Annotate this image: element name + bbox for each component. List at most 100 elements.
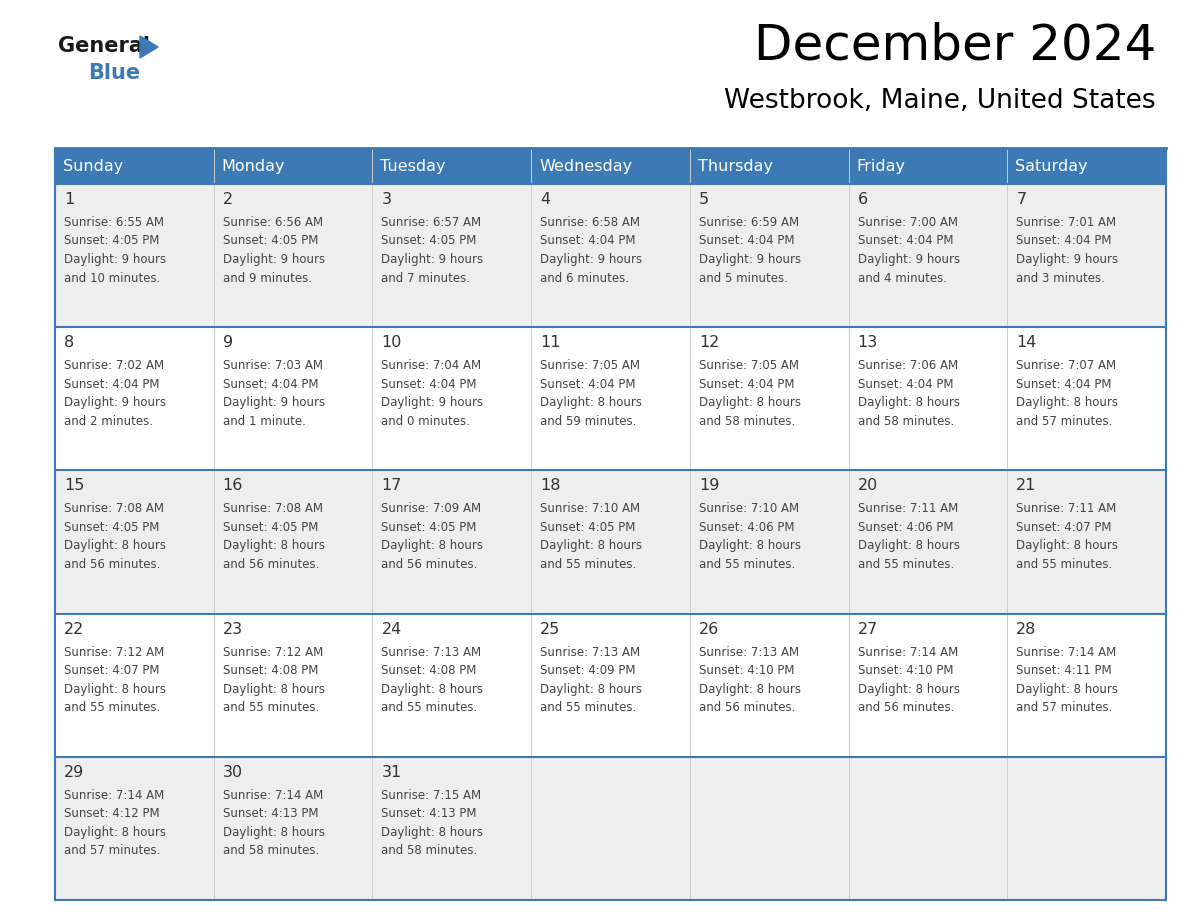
Text: 4: 4 [541, 192, 550, 207]
Text: 21: 21 [1016, 478, 1037, 493]
Text: Sunrise: 7:08 AM: Sunrise: 7:08 AM [222, 502, 323, 515]
Text: Sunset: 4:04 PM: Sunset: 4:04 PM [858, 377, 953, 391]
Text: Sunset: 4:04 PM: Sunset: 4:04 PM [699, 377, 795, 391]
Text: 26: 26 [699, 621, 719, 636]
Bar [1007, 148, 1165, 184]
Text: 18: 18 [541, 478, 561, 493]
Text: and 10 minutes.: and 10 minutes. [64, 272, 160, 285]
Text: Sunset: 4:13 PM: Sunset: 4:13 PM [381, 807, 476, 821]
Bar [1007, 184, 1165, 327]
Text: Sunset: 4:11 PM: Sunset: 4:11 PM [1016, 664, 1112, 677]
Text: Sunrise: 7:14 AM: Sunrise: 7:14 AM [1016, 645, 1117, 658]
Bar [848, 613, 1007, 756]
Text: and 56 minutes.: and 56 minutes. [64, 558, 160, 571]
Text: and 55 minutes.: and 55 minutes. [541, 701, 637, 714]
Text: 6: 6 [858, 192, 867, 207]
Polygon shape [140, 36, 158, 58]
Text: and 56 minutes.: and 56 minutes. [381, 558, 478, 571]
Text: and 56 minutes.: and 56 minutes. [222, 558, 320, 571]
Text: Sunset: 4:07 PM: Sunset: 4:07 PM [1016, 521, 1112, 534]
Text: and 58 minutes.: and 58 minutes. [699, 415, 795, 428]
Text: Sunrise: 7:03 AM: Sunrise: 7:03 AM [222, 359, 323, 372]
Bar [55, 756, 214, 900]
Text: Sunset: 4:05 PM: Sunset: 4:05 PM [222, 521, 318, 534]
Text: 30: 30 [222, 765, 242, 779]
Text: Daylight: 8 hours: Daylight: 8 hours [699, 397, 801, 409]
Bar [848, 470, 1007, 613]
Bar [531, 756, 690, 900]
Bar [55, 613, 214, 756]
Bar [372, 756, 531, 900]
Bar [1007, 327, 1165, 470]
Text: Daylight: 8 hours: Daylight: 8 hours [64, 683, 166, 696]
Text: 3: 3 [381, 192, 391, 207]
Text: Sunset: 4:08 PM: Sunset: 4:08 PM [381, 664, 476, 677]
Bar [531, 184, 690, 327]
Text: Sunset: 4:06 PM: Sunset: 4:06 PM [699, 521, 795, 534]
Bar [372, 613, 531, 756]
Text: Sunset: 4:04 PM: Sunset: 4:04 PM [858, 234, 953, 248]
Text: 28: 28 [1016, 621, 1037, 636]
Bar [690, 327, 848, 470]
Text: Daylight: 9 hours: Daylight: 9 hours [381, 253, 484, 266]
Bar [531, 327, 690, 470]
Text: and 1 minute.: and 1 minute. [222, 415, 305, 428]
Text: 15: 15 [64, 478, 84, 493]
Text: Daylight: 8 hours: Daylight: 8 hours [1016, 397, 1118, 409]
Bar [690, 148, 848, 184]
Text: 1: 1 [64, 192, 74, 207]
Bar [214, 470, 372, 613]
Text: Sunrise: 7:09 AM: Sunrise: 7:09 AM [381, 502, 481, 515]
Bar [531, 613, 690, 756]
Bar [531, 470, 690, 613]
Text: Daylight: 8 hours: Daylight: 8 hours [381, 540, 484, 553]
Text: and 2 minutes.: and 2 minutes. [64, 415, 153, 428]
Text: Saturday: Saturday [1016, 159, 1088, 174]
Text: Daylight: 8 hours: Daylight: 8 hours [222, 540, 324, 553]
Text: 10: 10 [381, 335, 402, 350]
Text: Sunset: 4:04 PM: Sunset: 4:04 PM [64, 377, 159, 391]
Bar [690, 184, 848, 327]
Text: General: General [58, 36, 150, 56]
Text: 17: 17 [381, 478, 402, 493]
Text: Daylight: 8 hours: Daylight: 8 hours [1016, 540, 1118, 553]
Text: 5: 5 [699, 192, 709, 207]
Bar [55, 184, 214, 327]
Text: Daylight: 8 hours: Daylight: 8 hours [64, 826, 166, 839]
Text: Daylight: 9 hours: Daylight: 9 hours [222, 397, 324, 409]
Bar [372, 148, 531, 184]
Text: Sunrise: 7:15 AM: Sunrise: 7:15 AM [381, 789, 481, 801]
Text: Daylight: 8 hours: Daylight: 8 hours [541, 540, 643, 553]
Text: and 55 minutes.: and 55 minutes. [64, 701, 160, 714]
Bar [848, 756, 1007, 900]
Text: Sunset: 4:05 PM: Sunset: 4:05 PM [381, 521, 476, 534]
Bar [1007, 756, 1165, 900]
Text: Sunrise: 6:57 AM: Sunrise: 6:57 AM [381, 216, 481, 229]
Bar [690, 756, 848, 900]
Text: 24: 24 [381, 621, 402, 636]
Text: and 55 minutes.: and 55 minutes. [858, 558, 954, 571]
Bar [214, 756, 372, 900]
Text: 14: 14 [1016, 335, 1037, 350]
Text: and 56 minutes.: and 56 minutes. [699, 701, 795, 714]
Text: Sunset: 4:04 PM: Sunset: 4:04 PM [541, 377, 636, 391]
Bar [55, 327, 214, 470]
Text: Daylight: 8 hours: Daylight: 8 hours [858, 397, 960, 409]
Bar [848, 184, 1007, 327]
Text: 25: 25 [541, 621, 561, 636]
Text: 2: 2 [222, 192, 233, 207]
Text: and 6 minutes.: and 6 minutes. [541, 272, 630, 285]
Text: and 55 minutes.: and 55 minutes. [1016, 558, 1112, 571]
Text: 22: 22 [64, 621, 84, 636]
Text: Sunrise: 7:10 AM: Sunrise: 7:10 AM [541, 502, 640, 515]
Text: and 56 minutes.: and 56 minutes. [858, 701, 954, 714]
Text: Sunday: Sunday [63, 159, 124, 174]
Text: Thursday: Thursday [697, 159, 773, 174]
Text: Sunrise: 7:08 AM: Sunrise: 7:08 AM [64, 502, 164, 515]
Bar [1007, 470, 1165, 613]
Text: Sunrise: 7:07 AM: Sunrise: 7:07 AM [1016, 359, 1117, 372]
Text: 9: 9 [222, 335, 233, 350]
Text: Daylight: 9 hours: Daylight: 9 hours [1016, 253, 1118, 266]
Text: Sunrise: 7:11 AM: Sunrise: 7:11 AM [858, 502, 958, 515]
Text: Sunset: 4:09 PM: Sunset: 4:09 PM [541, 664, 636, 677]
